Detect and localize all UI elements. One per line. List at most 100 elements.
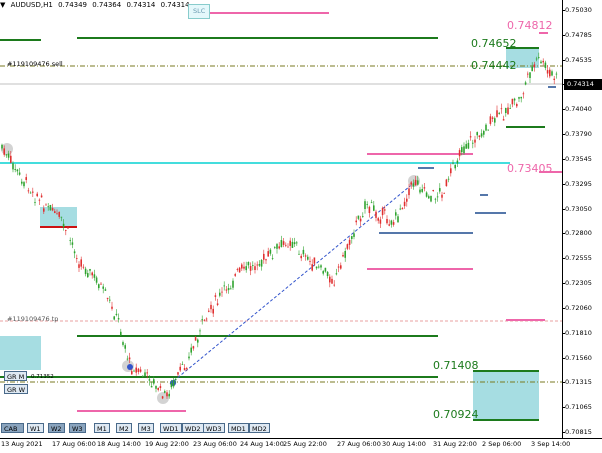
chevron-down-icon[interactable]: ▼	[0, 1, 6, 9]
candle-body	[513, 98, 516, 101]
candle-body	[58, 211, 60, 217]
candle-body	[51, 208, 54, 211]
candle-body	[38, 199, 41, 201]
candle-body	[71, 242, 74, 245]
candle-body	[210, 304, 212, 310]
candle-body	[529, 72, 531, 78]
level-label-74652: 0.74652	[471, 37, 517, 50]
candle-body	[232, 280, 234, 288]
price-tick: 0.71810	[562, 328, 592, 337]
tp-order-label[interactable]: #119109476 tp	[7, 315, 59, 323]
candle-body	[414, 179, 417, 186]
candle-body	[40, 195, 43, 198]
candle-body	[370, 202, 373, 204]
candle-body	[260, 260, 263, 267]
time-label: 31 Aug 22:00	[433, 440, 477, 448]
candle-body	[166, 392, 168, 397]
price-scale[interactable]: 0.750300.747850.745350.742900.740400.737…	[562, 0, 602, 438]
candle-body	[263, 253, 265, 260]
candle-body	[16, 169, 19, 172]
trend-line[interactable]	[169, 181, 416, 385]
timeframe-button-wd1[interactable]: WD1	[160, 423, 182, 433]
zone-box-left-2	[40, 207, 77, 227]
candle-body	[544, 62, 547, 68]
candle-body	[146, 372, 148, 374]
candle-body	[313, 257, 316, 264]
candle-body	[447, 178, 450, 180]
candle-body	[355, 220, 357, 223]
slc-button[interactable]: SLC	[188, 4, 211, 19]
candle-body	[49, 205, 52, 211]
timeframe-button-w3[interactable]: W3	[69, 423, 86, 433]
candle-body	[304, 255, 307, 257]
candle-body	[419, 189, 421, 193]
timeframe-button-md2[interactable]: MD2	[249, 423, 270, 433]
candle-body	[326, 271, 329, 276]
time-label: 25 Aug 22:00	[283, 440, 327, 448]
candle-body	[331, 278, 333, 284]
timeframe-button-w2[interactable]: W2	[48, 423, 65, 433]
ohlc-low: 0.74314	[126, 1, 156, 9]
candle-body	[456, 160, 459, 164]
timeframe-button-m3[interactable]: M3	[138, 423, 154, 433]
candle-body	[520, 96, 522, 99]
timeframe-button-wd2[interactable]: WD2	[182, 423, 204, 433]
candle-body	[320, 265, 322, 268]
time-label: 17 Aug 06:00	[52, 440, 96, 448]
candle-body	[485, 124, 487, 131]
candle-body	[452, 162, 454, 164]
cab-button[interactable]: CAB	[1, 423, 24, 433]
candle-body	[133, 370, 135, 372]
chart-canvas[interactable]	[0, 0, 562, 438]
candle-body	[381, 207, 384, 216]
candle-body	[375, 211, 377, 218]
candle-body	[181, 364, 184, 365]
candle-body	[364, 201, 366, 209]
candle-body	[192, 346, 195, 349]
candle-body	[555, 73, 558, 75]
candle-body	[21, 181, 23, 184]
candle-body	[397, 216, 399, 223]
timeframe-button-m1[interactable]: M1	[94, 423, 110, 433]
candle-body	[76, 258, 78, 259]
candle-body	[23, 182, 25, 187]
timeframe-button-m2[interactable]: M2	[116, 423, 132, 433]
candle-body	[32, 191, 34, 193]
time-label: 30 Aug 14:00	[382, 440, 426, 448]
candle-body	[353, 233, 355, 237]
candle-body	[315, 266, 318, 269]
chart-area[interactable]: ▼ AUDUSD,H1 0.74349 0.74364 0.74314 0.74…	[0, 0, 562, 438]
candle-body	[384, 209, 386, 211]
time-axis[interactable]: 13 Aug 2021 17 Aug 06:00 18 Aug 14:00 19 Au…	[0, 438, 602, 453]
candle-body	[309, 261, 311, 262]
timeframe-button-wd3[interactable]: WD3	[203, 423, 225, 433]
candle-body	[25, 177, 27, 180]
candle-body	[410, 182, 412, 185]
candle-body	[403, 201, 406, 207]
candle-body	[269, 249, 272, 254]
candle-body	[489, 116, 492, 124]
candle-body	[551, 71, 553, 76]
price-tick: 0.73545	[562, 154, 592, 163]
price-tick: 0.71315	[562, 378, 592, 387]
grw-button[interactable]: GR W	[4, 384, 29, 394]
ohlc-close: 0.74314	[160, 1, 190, 9]
timeframe-button-w1[interactable]: W1	[27, 423, 44, 433]
candle-body	[234, 274, 236, 276]
candle-body	[531, 66, 533, 72]
candle-body	[12, 163, 14, 170]
candle-body	[60, 216, 63, 218]
sell-order-label[interactable]: #119109476 sell	[7, 60, 63, 68]
candle-body	[425, 192, 428, 197]
candle-body	[478, 135, 481, 137]
candle-body	[170, 383, 173, 388]
time-label: 2 Sep 06:00	[482, 440, 522, 448]
timeframe-button-md1[interactable]: MD1	[228, 423, 249, 433]
candle-body	[357, 215, 360, 219]
candle-body	[395, 212, 397, 216]
candle-body	[445, 179, 448, 187]
grm-button[interactable]: GR M	[4, 371, 28, 381]
candle-body	[406, 198, 408, 202]
candles-group	[1, 52, 558, 400]
